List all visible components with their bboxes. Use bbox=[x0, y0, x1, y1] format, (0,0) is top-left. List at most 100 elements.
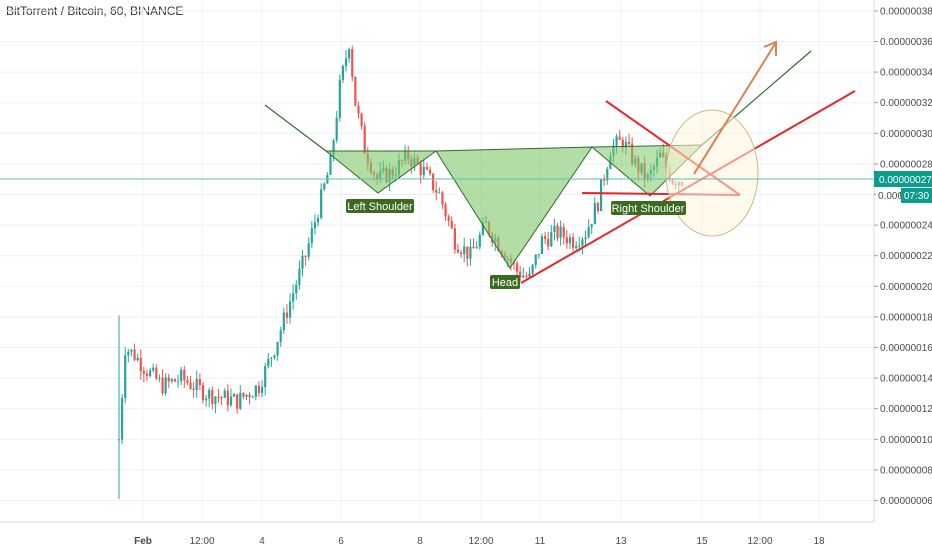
candle-body bbox=[292, 293, 295, 302]
candle-body bbox=[176, 380, 180, 382]
head-pattern bbox=[435, 146, 593, 269]
y-tick-label: 0.00000010 bbox=[880, 435, 932, 446]
candle-body bbox=[590, 224, 593, 228]
candle-body bbox=[223, 390, 226, 398]
candle-body bbox=[217, 396, 220, 398]
candle-body bbox=[419, 163, 422, 176]
candle-body bbox=[528, 273, 531, 277]
candle-body bbox=[565, 237, 568, 244]
chart-grid bbox=[0, 0, 874, 522]
time-axis: Feb 12:00 4 6 8 12:00 11 13 15 12:00 18 bbox=[134, 536, 825, 547]
candle-body bbox=[152, 367, 155, 371]
y-tick-label: 0.00000038 bbox=[880, 6, 932, 17]
candle-body bbox=[195, 379, 198, 390]
candle-body bbox=[593, 203, 596, 225]
x-tick-label: 8 bbox=[417, 536, 423, 547]
candle-body bbox=[173, 379, 177, 382]
projection-arrow bbox=[693, 40, 777, 175]
y-tick-label: 0.00000028 bbox=[880, 159, 932, 170]
left-shoulder-pattern bbox=[324, 150, 438, 194]
candle-body bbox=[515, 263, 519, 272]
candle-body bbox=[553, 225, 556, 233]
candle-body bbox=[522, 275, 525, 278]
candle-body bbox=[288, 301, 292, 318]
y-tick-label: 0.00000024 bbox=[880, 221, 932, 232]
y-tick-label: 0.00000018 bbox=[880, 312, 932, 323]
candle-body bbox=[425, 166, 428, 170]
candle-body bbox=[130, 349, 133, 352]
candle-body bbox=[534, 254, 537, 265]
candle-body bbox=[304, 255, 307, 257]
candle-body bbox=[264, 366, 267, 388]
candle-body bbox=[621, 139, 624, 148]
candle-body bbox=[596, 203, 600, 211]
candle-body bbox=[204, 398, 208, 401]
candle-body bbox=[323, 183, 326, 190]
candle-body bbox=[606, 168, 609, 181]
x-tick-label: 11 bbox=[535, 536, 546, 547]
candle-body bbox=[167, 377, 170, 382]
candle-body bbox=[279, 330, 282, 342]
x-tick-label: 12:00 bbox=[747, 536, 772, 547]
candle-body bbox=[236, 394, 239, 409]
candle-body bbox=[354, 76, 357, 106]
candle-body bbox=[363, 125, 366, 154]
candle-body bbox=[568, 237, 572, 244]
candle-body bbox=[575, 246, 578, 248]
candle-body bbox=[456, 249, 460, 253]
candle-body bbox=[624, 141, 628, 148]
candle-body bbox=[460, 252, 463, 255]
candle-body bbox=[273, 355, 276, 358]
candle-body bbox=[351, 49, 354, 77]
neckline bbox=[264, 104, 327, 152]
candle-body bbox=[245, 394, 248, 397]
candle-body bbox=[453, 228, 456, 250]
candle-body bbox=[540, 236, 544, 254]
candle-body bbox=[301, 255, 304, 269]
candlestick-series bbox=[117, 45, 684, 499]
candle-body bbox=[587, 227, 590, 238]
candle-body bbox=[186, 380, 189, 383]
y-tick-label: 0.00000014 bbox=[880, 374, 932, 385]
candle-body bbox=[189, 382, 192, 389]
candle-body bbox=[360, 113, 363, 126]
candle-body bbox=[450, 220, 453, 229]
candle-body bbox=[183, 369, 186, 381]
candle-body bbox=[164, 377, 167, 394]
x-tick-label: 12:00 bbox=[468, 536, 493, 547]
candle-body bbox=[220, 397, 223, 399]
candle-body bbox=[428, 169, 432, 174]
candle-body bbox=[155, 367, 158, 379]
x-tick-label: 18 bbox=[813, 536, 825, 547]
left-shoulder-label: Left Shoulder bbox=[347, 201, 413, 213]
candle-body bbox=[285, 312, 289, 318]
candle-body bbox=[257, 385, 261, 393]
candle-body bbox=[242, 392, 245, 397]
y-tick-label: 0.00000022 bbox=[880, 251, 932, 262]
candle-body bbox=[481, 222, 484, 235]
x-tick-label: 13 bbox=[615, 536, 627, 547]
candle-body bbox=[335, 117, 338, 141]
y-tick-label: 0.00000016 bbox=[880, 343, 932, 354]
candle-body bbox=[435, 190, 438, 193]
candle-body bbox=[149, 370, 152, 377]
x-tick-label: 15 bbox=[696, 536, 708, 547]
candle-body bbox=[599, 179, 603, 211]
candle-body bbox=[310, 228, 313, 244]
candle-body bbox=[208, 389, 211, 399]
candle-body bbox=[211, 389, 214, 404]
candle-body bbox=[525, 275, 528, 277]
y-tick-label: 0.00000032 bbox=[880, 98, 932, 109]
y-tick-label: 0.00000020 bbox=[880, 282, 932, 293]
candle-body bbox=[316, 218, 320, 223]
candle-body bbox=[329, 155, 332, 175]
countdown-badge: 0.000 07:30 bbox=[876, 188, 932, 203]
candle-body bbox=[466, 246, 469, 259]
annotation-right-shoulder: Right Shoulder bbox=[611, 201, 686, 215]
candle-body bbox=[627, 141, 631, 144]
candle-body bbox=[344, 58, 348, 67]
candle-body bbox=[145, 373, 149, 377]
candle-body bbox=[556, 225, 559, 238]
x-tick-label: 4 bbox=[259, 536, 265, 547]
